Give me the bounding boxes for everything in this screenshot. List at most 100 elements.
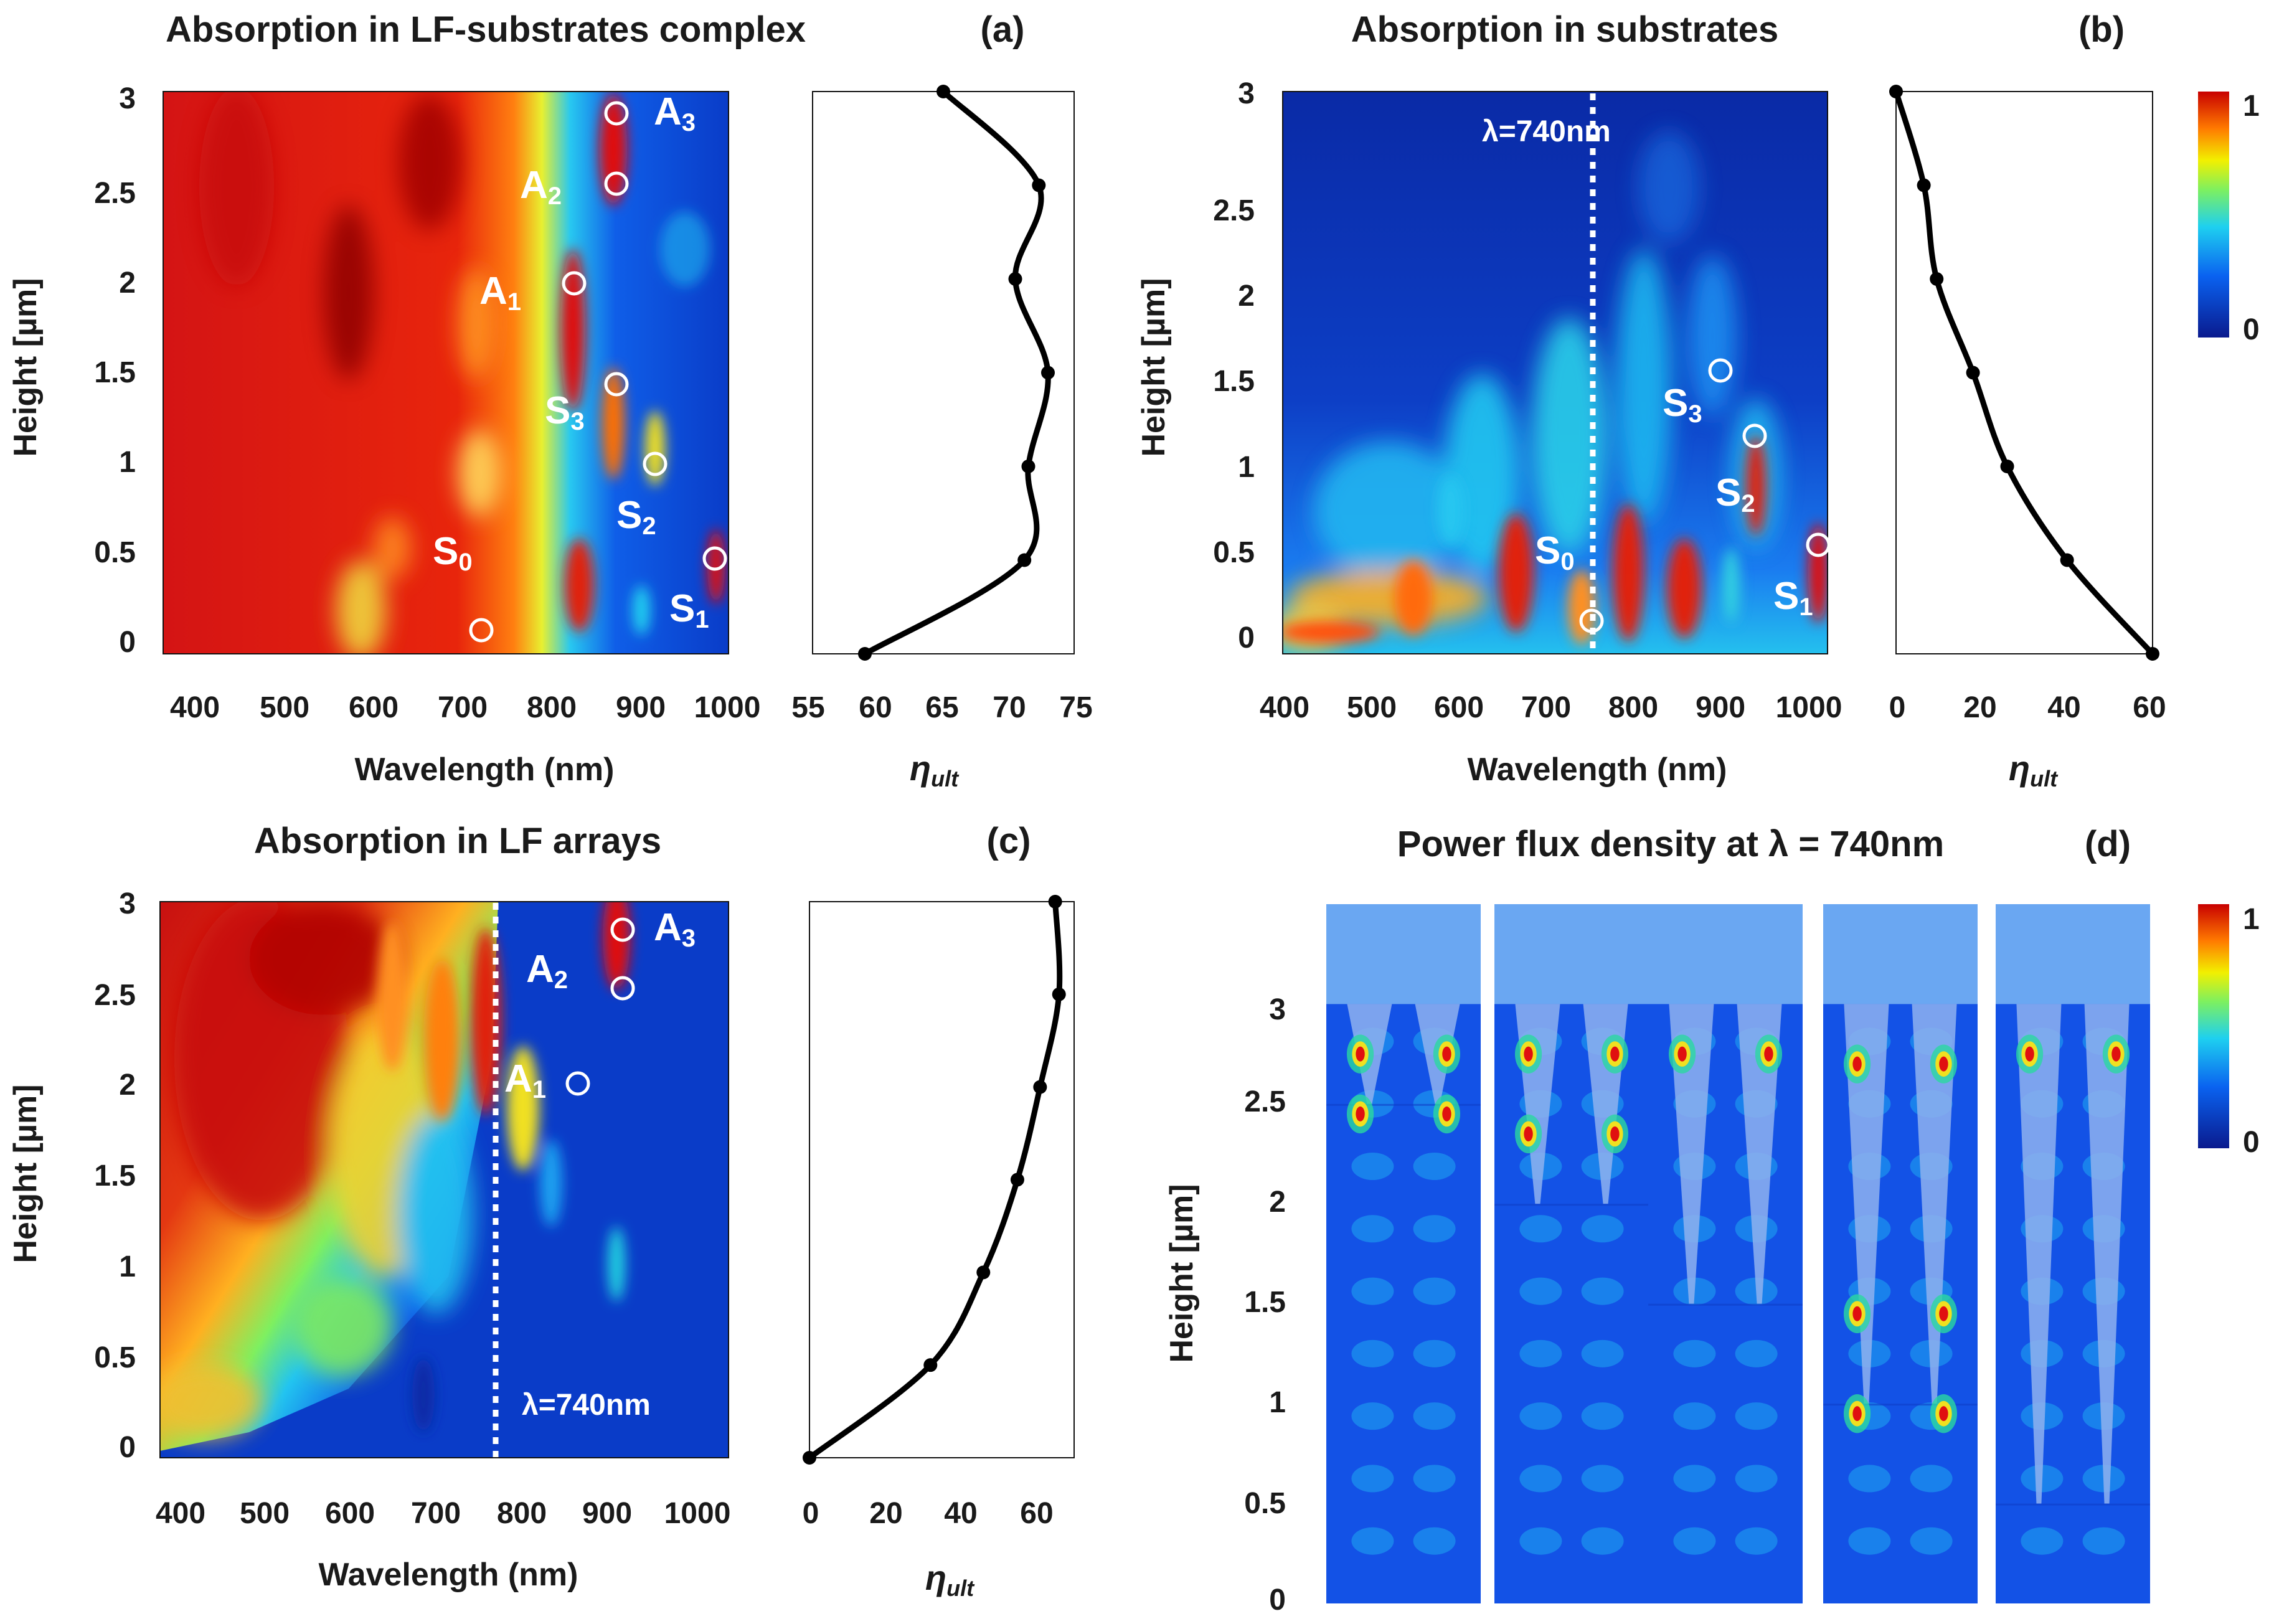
x-tick: 60 <box>2133 691 2166 724</box>
panel-a-x-ticks: 400 500 600 700 800 900 1000 <box>170 691 760 724</box>
x-tick: 400 <box>170 691 220 724</box>
panel-a-title: Absorption in LF-substrates complex <box>166 9 806 50</box>
eta-point <box>1930 272 1944 286</box>
y-tick: 1.5 <box>94 1159 136 1192</box>
panel-b-heatmap <box>1283 92 1828 654</box>
x-tick: 700 <box>438 691 488 724</box>
marker-s0-circle <box>469 618 494 643</box>
panel-c-lambda-label: λ=740nm <box>522 1389 651 1422</box>
eta-points-b <box>1889 85 2159 661</box>
eta-point <box>976 1265 991 1280</box>
x-tick: 800 <box>497 1497 547 1530</box>
panel-b-eta-xlabel: ηult <box>2009 748 2059 791</box>
panel-b-lambda-label: λ=740nm <box>1482 115 1611 148</box>
marker-a1-circle <box>565 1071 590 1096</box>
x-tick: 900 <box>1696 691 1745 724</box>
y-tick: 3 <box>119 887 136 920</box>
marker-s1-circle <box>702 546 727 571</box>
y-tick: 3 <box>119 82 136 115</box>
eta-point <box>1017 553 1032 567</box>
x-tick: 0 <box>1889 691 1906 724</box>
eta-point <box>1048 895 1062 909</box>
panel-d-label: (d) <box>2085 824 2131 864</box>
y-tick: 1 <box>1238 451 1255 484</box>
x-tick: 55 <box>791 691 824 724</box>
colorbar-bottom-max: 1 <box>2243 903 2260 936</box>
panel-b-x-ticks: 400 500 600 700 800 900 1000 <box>1260 691 1842 724</box>
x-tick: 800 <box>1608 691 1658 724</box>
panel-c-ylabel: Height [µm] <box>7 1084 44 1263</box>
panel-b-y-ticks: 0 0.5 1 1.5 2 2.5 3 <box>1213 77 1255 654</box>
y-tick: 2.5 <box>1213 194 1255 227</box>
eta-point <box>1008 272 1022 286</box>
y-tick: 0 <box>1269 1584 1286 1617</box>
y-tick: 0.5 <box>1244 1487 1286 1520</box>
colorbar-bottom: 1 0 <box>2198 903 2260 1159</box>
x-tick: 60 <box>1020 1497 1053 1530</box>
eta-point <box>2146 647 2159 661</box>
y-tick: 1 <box>119 446 136 479</box>
marker-a2-circle <box>604 171 629 196</box>
marker-s1-label: S1 <box>1773 575 1813 621</box>
panel-c-y-ticks: 0 0.5 1 1.5 2 2.5 3 <box>94 887 136 1464</box>
marker-s2-label: S2 <box>1715 471 1755 517</box>
x-tick: 0 <box>803 1497 819 1530</box>
x-tick: 600 <box>1434 691 1484 724</box>
y-tick: 1.5 <box>94 356 136 389</box>
panel-d-title: Power flux density at λ = 740nm <box>1397 824 1944 864</box>
panel-a-y-ticks: 0 0.5 1 1.5 2 2.5 3 <box>94 82 136 659</box>
x-tick: 500 <box>260 691 309 724</box>
x-tick: 700 <box>1521 691 1571 724</box>
panel-c: Absorption in LF arrays (c) <box>7 821 1031 1593</box>
colorbar-top-min: 0 <box>2243 313 2260 346</box>
y-tick: 2 <box>119 1069 136 1102</box>
y-tick: 2.5 <box>94 177 136 210</box>
marker-a2-label: A2 <box>520 164 562 210</box>
y-tick: 3 <box>1238 77 1255 110</box>
y-tick: 3 <box>1269 993 1286 1026</box>
y-tick: 0.5 <box>94 536 136 569</box>
panel-a-heatmap <box>163 92 729 654</box>
panel-b-markers: S3 S2 S1 S0 <box>1535 358 1831 633</box>
panel-a-ylabel: Height [µm] <box>7 278 44 456</box>
x-tick: 1000 <box>1776 691 1842 724</box>
panel-c-eta-ticks: 0 20 40 60 <box>803 1497 1054 1530</box>
marker-s2-circle <box>1742 423 1767 448</box>
x-tick: 600 <box>325 1497 375 1530</box>
panel-c-x-ticks: 400 500 600 700 800 900 1000 <box>156 1497 730 1530</box>
panel-c-eta-xlabel: ηult <box>925 1558 975 1601</box>
panel-b-ylabel: Height [µm] <box>1136 278 1172 456</box>
marker-a3-circle <box>610 917 635 942</box>
x-tick: 40 <box>2047 691 2080 724</box>
eta-point <box>1966 366 1980 380</box>
x-tick: 20 <box>1963 691 1996 724</box>
x-tick: 400 <box>1260 691 1309 724</box>
flux-map <box>1494 904 1649 1603</box>
eta-point <box>1033 1080 1047 1094</box>
eta-point <box>936 85 950 98</box>
panel-a-xlabel: Wavelength (nm) <box>355 752 615 788</box>
y-tick: 2.5 <box>1244 1085 1286 1118</box>
flux-map <box>1823 904 1978 1603</box>
y-tick: 0 <box>119 626 136 659</box>
eta-points-a <box>858 85 1055 661</box>
y-tick: 2.5 <box>94 979 136 1012</box>
marker-a3-label: A3 <box>654 906 696 952</box>
y-tick: 2 <box>1269 1186 1286 1219</box>
marker-a3-circle <box>604 101 629 126</box>
panel-d: Power flux density at λ = 740nm (d) 0 0.… <box>1164 824 2150 1617</box>
panel-c-heatmap <box>160 902 729 1458</box>
marker-a1-label: A1 <box>479 270 521 316</box>
eta-points-c <box>803 895 1066 1465</box>
x-tick: 40 <box>944 1497 977 1530</box>
eta-point <box>803 1451 816 1465</box>
panel-c-title: Absorption in LF arrays <box>254 821 661 861</box>
panel-c-xlabel: Wavelength (nm) <box>319 1557 578 1593</box>
panel-b-title: Absorption in substrates <box>1351 9 1778 50</box>
x-tick: 900 <box>582 1497 632 1530</box>
x-tick: 500 <box>240 1497 290 1530</box>
marker-s0-circle <box>1579 608 1604 633</box>
x-tick: 800 <box>527 691 577 724</box>
x-tick: 70 <box>993 691 1026 724</box>
